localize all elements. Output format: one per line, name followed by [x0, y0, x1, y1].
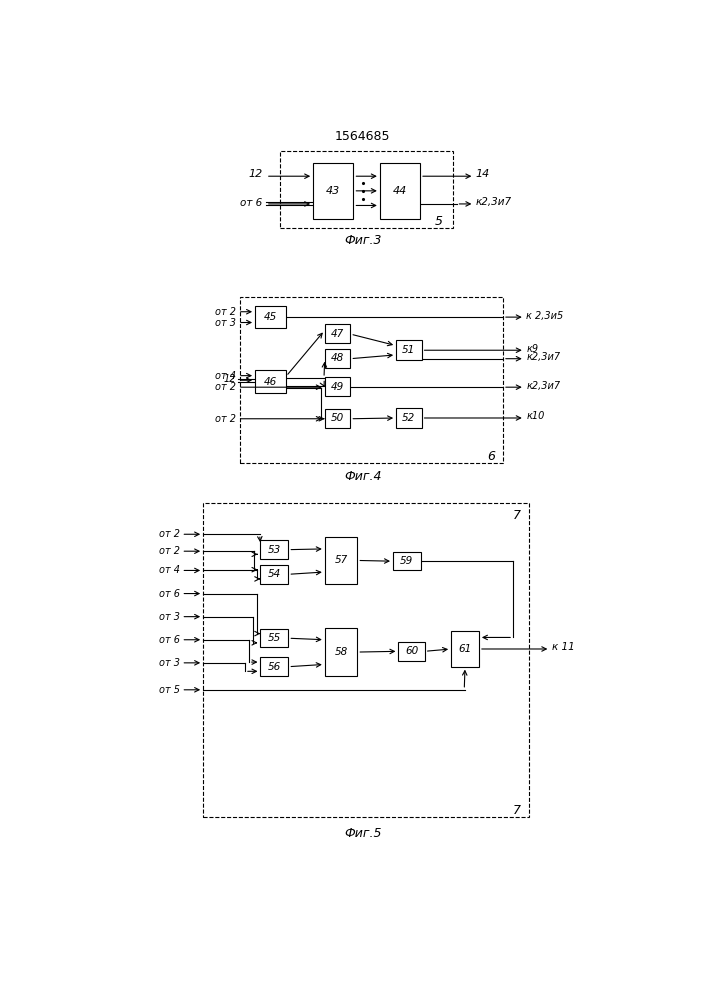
Text: 45: 45: [264, 312, 277, 322]
Bar: [255, 370, 286, 393]
Bar: [240, 297, 503, 463]
Text: Фиг.5: Фиг.5: [344, 827, 382, 840]
Bar: [396, 340, 421, 360]
Text: Фиг.3: Фиг.3: [344, 234, 382, 247]
Text: к2,3и7: к2,3и7: [526, 352, 561, 362]
Bar: [255, 306, 286, 328]
Bar: [396, 408, 421, 428]
Text: 44: 44: [393, 186, 407, 196]
Text: от 2: от 2: [159, 546, 180, 556]
Bar: [260, 629, 288, 647]
Text: от 4: от 4: [216, 371, 236, 381]
Text: 14: 14: [476, 169, 490, 179]
Text: от 2: от 2: [216, 414, 236, 424]
Text: от 2: от 2: [216, 382, 236, 392]
Text: 48: 48: [331, 353, 344, 363]
Text: от 3: от 3: [159, 612, 180, 622]
Text: к10: к10: [526, 411, 544, 421]
Text: от 2: от 2: [216, 307, 236, 317]
Bar: [260, 657, 288, 676]
Text: от 6: от 6: [159, 589, 180, 599]
Bar: [280, 151, 452, 228]
Text: 60: 60: [405, 646, 418, 656]
Text: 61: 61: [458, 644, 472, 654]
Text: от 4: от 4: [159, 565, 180, 575]
Bar: [325, 409, 351, 428]
Text: к 11: к 11: [552, 642, 575, 652]
Text: 59: 59: [400, 556, 414, 566]
Bar: [260, 565, 288, 584]
Bar: [203, 503, 529, 817]
Text: 51: 51: [402, 345, 416, 355]
Text: от 3: от 3: [216, 318, 236, 328]
Text: 5: 5: [435, 215, 443, 228]
Text: к9: к9: [526, 344, 538, 354]
Bar: [325, 324, 351, 343]
Text: от 5: от 5: [159, 685, 180, 695]
Bar: [380, 163, 420, 219]
Text: 12: 12: [248, 169, 263, 179]
Text: от 3: от 3: [159, 658, 180, 668]
Bar: [325, 628, 357, 676]
Bar: [398, 642, 425, 661]
Bar: [325, 349, 351, 368]
Text: 58: 58: [334, 647, 348, 657]
Bar: [325, 377, 351, 396]
Text: 43: 43: [326, 186, 340, 196]
Text: 47: 47: [331, 329, 344, 339]
Text: к2,3и7: к2,3и7: [476, 197, 512, 207]
Text: 49: 49: [331, 382, 344, 392]
Text: 54: 54: [268, 569, 281, 579]
Text: 7: 7: [513, 509, 521, 522]
Bar: [451, 631, 479, 667]
Bar: [313, 163, 354, 219]
Text: 1564685: 1564685: [335, 130, 390, 143]
Text: 50: 50: [331, 413, 344, 423]
Text: 55: 55: [268, 633, 281, 643]
Text: 56: 56: [268, 662, 281, 672]
Text: от 6: от 6: [159, 635, 180, 645]
Text: от 6: от 6: [240, 198, 263, 208]
Bar: [260, 540, 288, 559]
Text: 52: 52: [402, 413, 416, 423]
Bar: [393, 552, 421, 570]
Text: от 2: от 2: [159, 529, 180, 539]
Text: 12: 12: [224, 374, 236, 384]
Bar: [325, 537, 357, 584]
Text: 57: 57: [334, 555, 348, 565]
Text: Фиг.4: Фиг.4: [344, 470, 382, 483]
Text: 7: 7: [513, 804, 521, 817]
Text: к 2,3и5: к 2,3и5: [526, 311, 563, 321]
Text: 46: 46: [264, 377, 277, 387]
Text: 53: 53: [268, 545, 281, 555]
Text: 6: 6: [487, 450, 496, 463]
Text: к2,3и7: к2,3и7: [526, 381, 561, 391]
